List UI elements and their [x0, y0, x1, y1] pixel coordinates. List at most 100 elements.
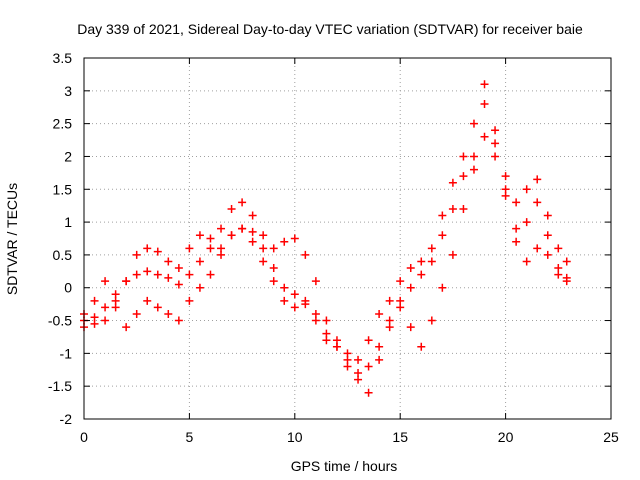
data-point [164, 257, 173, 266]
data-point [364, 362, 373, 371]
data-point [174, 316, 183, 325]
data-point [385, 296, 394, 305]
data-point [438, 283, 447, 292]
data-point [543, 231, 552, 240]
data-point [354, 369, 363, 378]
data-point [375, 309, 384, 318]
data-point [195, 283, 204, 292]
data-point [554, 244, 563, 253]
data-point [185, 244, 194, 253]
data-point [480, 99, 489, 108]
data-point [248, 211, 257, 220]
data-point [533, 175, 542, 184]
data-point [522, 185, 531, 194]
data-point [554, 270, 563, 279]
x-tick-label: 0 [80, 429, 88, 445]
data-point [280, 296, 289, 305]
data-point [406, 283, 415, 292]
data-point [396, 277, 405, 286]
data-point [206, 234, 215, 243]
data-point [406, 323, 415, 332]
data-point [227, 231, 236, 240]
data-point [301, 250, 310, 259]
x-tick-label: 10 [287, 429, 303, 445]
y-axis-label: SDTVAR / TECUs [4, 183, 20, 295]
data-point [459, 204, 468, 213]
data-point [101, 303, 110, 312]
data-point [491, 126, 500, 135]
data-point [512, 224, 521, 233]
data-point [480, 132, 489, 141]
data-point [174, 264, 183, 273]
data-point [375, 355, 384, 364]
data-points [80, 80, 571, 397]
data-point [248, 237, 257, 246]
data-point [448, 250, 457, 259]
data-point [290, 234, 299, 243]
data-point [469, 152, 478, 161]
data-point [533, 244, 542, 253]
y-tick-label: 2 [64, 148, 72, 164]
data-point [90, 319, 99, 328]
data-point [290, 303, 299, 312]
data-point [322, 336, 331, 345]
data-point [364, 388, 373, 397]
data-point [217, 224, 226, 233]
data-point [164, 309, 173, 318]
data-point [533, 198, 542, 207]
data-point [469, 119, 478, 128]
x-tick-label: 20 [498, 429, 514, 445]
data-point [195, 257, 204, 266]
data-point [417, 342, 426, 351]
data-point [122, 277, 131, 286]
plot-frame [83, 57, 612, 420]
series-track-3 [80, 99, 571, 378]
x-axis-label: GPS time / hours [291, 458, 398, 474]
data-point [417, 270, 426, 279]
data-point [438, 231, 447, 240]
y-tick-label: 1.5 [53, 181, 73, 197]
data-point [427, 257, 436, 266]
data-point [343, 355, 352, 364]
y-tick-label: -2 [60, 411, 73, 427]
data-point [469, 165, 478, 174]
data-point [269, 277, 278, 286]
x-tick-label: 15 [392, 429, 408, 445]
data-point [132, 309, 141, 318]
data-point [448, 204, 457, 213]
data-point [280, 237, 289, 246]
data-point [132, 270, 141, 279]
data-point [512, 237, 521, 246]
y-tick-label: 3 [64, 83, 72, 99]
chart-title: Day 339 of 2021, Sidereal Day-to-day VTE… [77, 21, 583, 37]
data-point [195, 231, 204, 240]
data-point [143, 244, 152, 253]
data-point [427, 244, 436, 253]
data-point [562, 257, 571, 266]
data-point [311, 316, 320, 325]
series-track-1 [80, 80, 571, 364]
data-point [227, 204, 236, 213]
data-point [206, 244, 215, 253]
data-point [385, 316, 394, 325]
data-point [396, 296, 405, 305]
y-tick-label: 2.5 [53, 116, 73, 132]
data-point [354, 355, 363, 364]
data-point [448, 178, 457, 187]
data-point [522, 257, 531, 266]
data-point [480, 80, 489, 89]
data-point [501, 191, 510, 200]
data-point [185, 270, 194, 279]
data-point [132, 250, 141, 259]
data-point [153, 303, 162, 312]
data-point [322, 316, 331, 325]
y-tick-label: -1.5 [48, 378, 72, 394]
data-point [238, 198, 247, 207]
y-tick-label: 0.5 [53, 247, 73, 263]
data-point [269, 244, 278, 253]
data-point [543, 211, 552, 220]
data-point [290, 290, 299, 299]
data-point [438, 211, 447, 220]
data-point [543, 250, 552, 259]
